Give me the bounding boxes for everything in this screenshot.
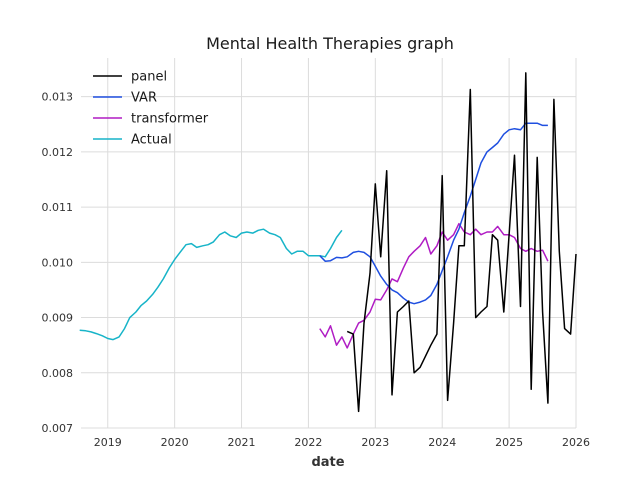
x-tick-label: 2022: [294, 436, 322, 449]
y-axis-ticks: 0.007 0.008 0.009 0.010 0.011 0.012 0.013: [42, 91, 74, 435]
series-line-actual: [79, 228, 343, 341]
legend-label-transformer: transformer: [131, 112, 209, 127]
x-tick-label: 2019: [94, 436, 122, 449]
x-tick-label: 2025: [495, 436, 523, 449]
y-tick-label: 0.008: [42, 367, 74, 380]
x-axis-ticks: 2019 2020 2021 2022 2023 2024 2025 2026: [94, 436, 590, 449]
y-tick-label: 0.013: [42, 91, 74, 104]
y-tick-label: 0.011: [42, 201, 74, 214]
legend-label-actual: Actual: [131, 133, 172, 148]
y-tick-label: 0.012: [42, 146, 74, 159]
x-tick-label: 2021: [228, 436, 256, 449]
y-tick-label: 0.010: [42, 256, 74, 269]
y-tick-label: 0.007: [42, 422, 74, 435]
series-line-transformer: [319, 222, 549, 349]
x-tick-label: 2024: [428, 436, 456, 449]
legend: panel VAR transformer Actual: [93, 70, 209, 148]
series-line-panel: [346, 72, 577, 413]
legend-label-var: VAR: [131, 91, 157, 106]
x-tick-label: 2023: [361, 436, 389, 449]
series-lines: [79, 72, 577, 413]
y-tick-label: 0.009: [42, 312, 74, 325]
x-tick-label: 2026: [562, 436, 590, 449]
chart-title: Mental Health Therapies graph: [206, 34, 454, 53]
grid: [81, 58, 577, 429]
x-tick-label: 2020: [161, 436, 189, 449]
x-axis-label: date: [311, 455, 344, 470]
series-line-var: [319, 122, 548, 305]
legend-label-panel: panel: [131, 70, 167, 85]
